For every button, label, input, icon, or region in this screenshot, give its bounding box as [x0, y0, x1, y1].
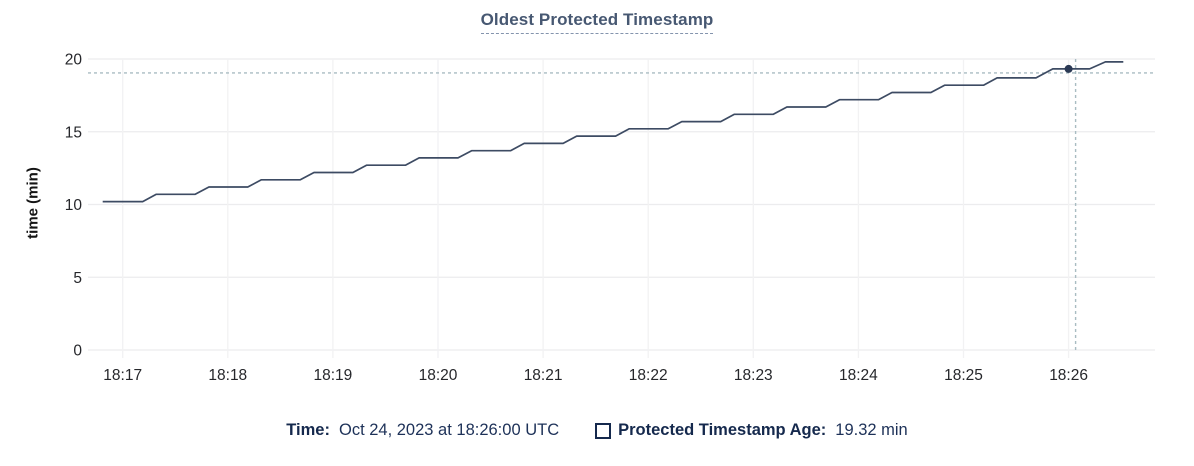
series-label: Protected Timestamp Age:: [618, 421, 827, 439]
series-line: [102, 61, 1124, 203]
chart-title[interactable]: Oldest Protected Timestamp: [480, 10, 714, 34]
x-tick-label: 18:24: [839, 367, 878, 384]
series-checkbox-icon[interactable]: [595, 422, 612, 439]
x-tick-label: 18:17: [103, 367, 142, 384]
x-tick-label: 18:25: [944, 367, 983, 384]
hover-point-dot: [1064, 64, 1073, 73]
x-tick-label: 18:18: [208, 367, 247, 384]
y-tick-label: 15: [65, 124, 82, 141]
y-tick-label: 0: [73, 343, 82, 360]
x-tick-label: 18:19: [314, 367, 353, 384]
x-tick-label: 18:21: [524, 367, 563, 384]
x-tick-label: 18:26: [1049, 367, 1088, 384]
y-tick-label: 20: [65, 52, 83, 69]
series-value: 19.32 min: [835, 421, 908, 439]
line-chart[interactable]: 0 5 10 15 20 18:17 18:18 18:19 18:20 18:21 18:22 18…: [0, 0, 1194, 400]
y-tick-label: 5: [73, 270, 82, 287]
time-value: Oct 24, 2023 at 18:26:00 UTC: [338, 421, 560, 439]
y-tick-label: 10: [65, 197, 83, 214]
x-tick-label: 18:23: [734, 367, 773, 384]
x-tick-label: 18:22: [629, 367, 668, 384]
x-tick-label: 18:20: [419, 367, 458, 384]
chart-title-row: Oldest Protected Timestamp: [0, 10, 1194, 34]
time-label: Time:: [286, 421, 330, 439]
chart-hover-legend: Time: Oct 24, 2023 at 18:26:00 UTC Prote…: [0, 421, 1194, 440]
